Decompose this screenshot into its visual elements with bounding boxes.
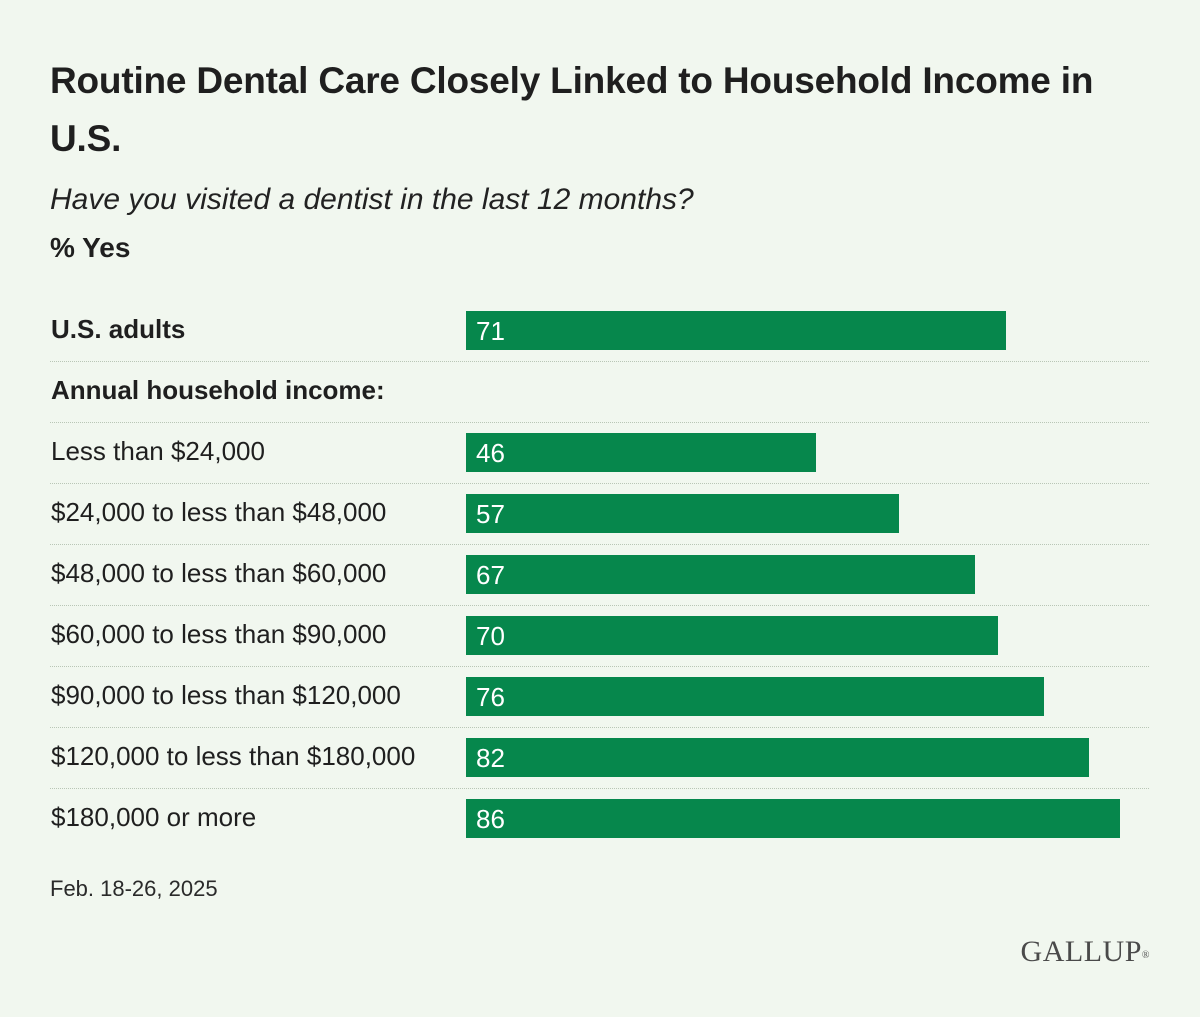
unit-label: % Yes [50, 232, 131, 263]
bar-3: 67 [466, 554, 976, 594]
registered-mark: ® [1141, 950, 1150, 961]
row-divider-4 [50, 604, 1149, 606]
bar-value-label: 82 [476, 742, 505, 773]
bar-value-label: 86 [476, 803, 505, 834]
bar-7: 86 [466, 798, 1120, 838]
category-label-3: $48,000 to less than $60,000 [51, 558, 387, 588]
bar-value-label: 76 [476, 681, 505, 712]
row-divider-6 [50, 726, 1149, 728]
bar-0: 71 [466, 310, 1006, 350]
row-divider-3 [50, 543, 1149, 545]
bar-value-label: 70 [476, 620, 505, 651]
row-divider-0 [50, 360, 1149, 362]
bar-4: 70 [466, 615, 998, 655]
row-divider-7 [50, 787, 1149, 789]
bar-2: 57 [466, 493, 900, 533]
group-header-label: Annual household income: [51, 375, 385, 405]
category-label-5: $90,000 to less than $120,000 [51, 680, 401, 710]
chart-title: Routine Dental Care Closely Linked to Ho… [50, 60, 1094, 159]
bar-value-label: 71 [476, 315, 505, 346]
survey-dates: Feb. 18-26, 2025 [50, 876, 218, 901]
bar-1: 46 [466, 432, 816, 472]
gallup-logo: GALLUP® [1021, 934, 1150, 970]
bar-5: 76 [466, 676, 1044, 716]
row-divider-2 [50, 482, 1149, 484]
category-label-7: $180,000 or more [51, 802, 257, 832]
row-divider-1 [50, 421, 1149, 423]
category-label-2: $24,000 to less than $48,000 [51, 497, 387, 527]
chart-subtitle: Have you visited a dentist in the last 1… [50, 183, 694, 216]
category-label-6: $120,000 to less than $180,000 [51, 741, 416, 771]
gallup-logo-text: GALLUP [1020, 935, 1142, 968]
row-divider-5 [50, 665, 1149, 667]
category-label-0: U.S. adults [51, 314, 186, 344]
bar-value-label: 46 [476, 437, 505, 468]
bar-6: 82 [466, 737, 1090, 777]
category-label-4: $60,000 to less than $90,000 [51, 619, 387, 649]
category-label-1: Less than $24,000 [51, 436, 265, 466]
bar-value-label: 67 [476, 559, 505, 590]
bar-value-label: 57 [476, 498, 505, 529]
